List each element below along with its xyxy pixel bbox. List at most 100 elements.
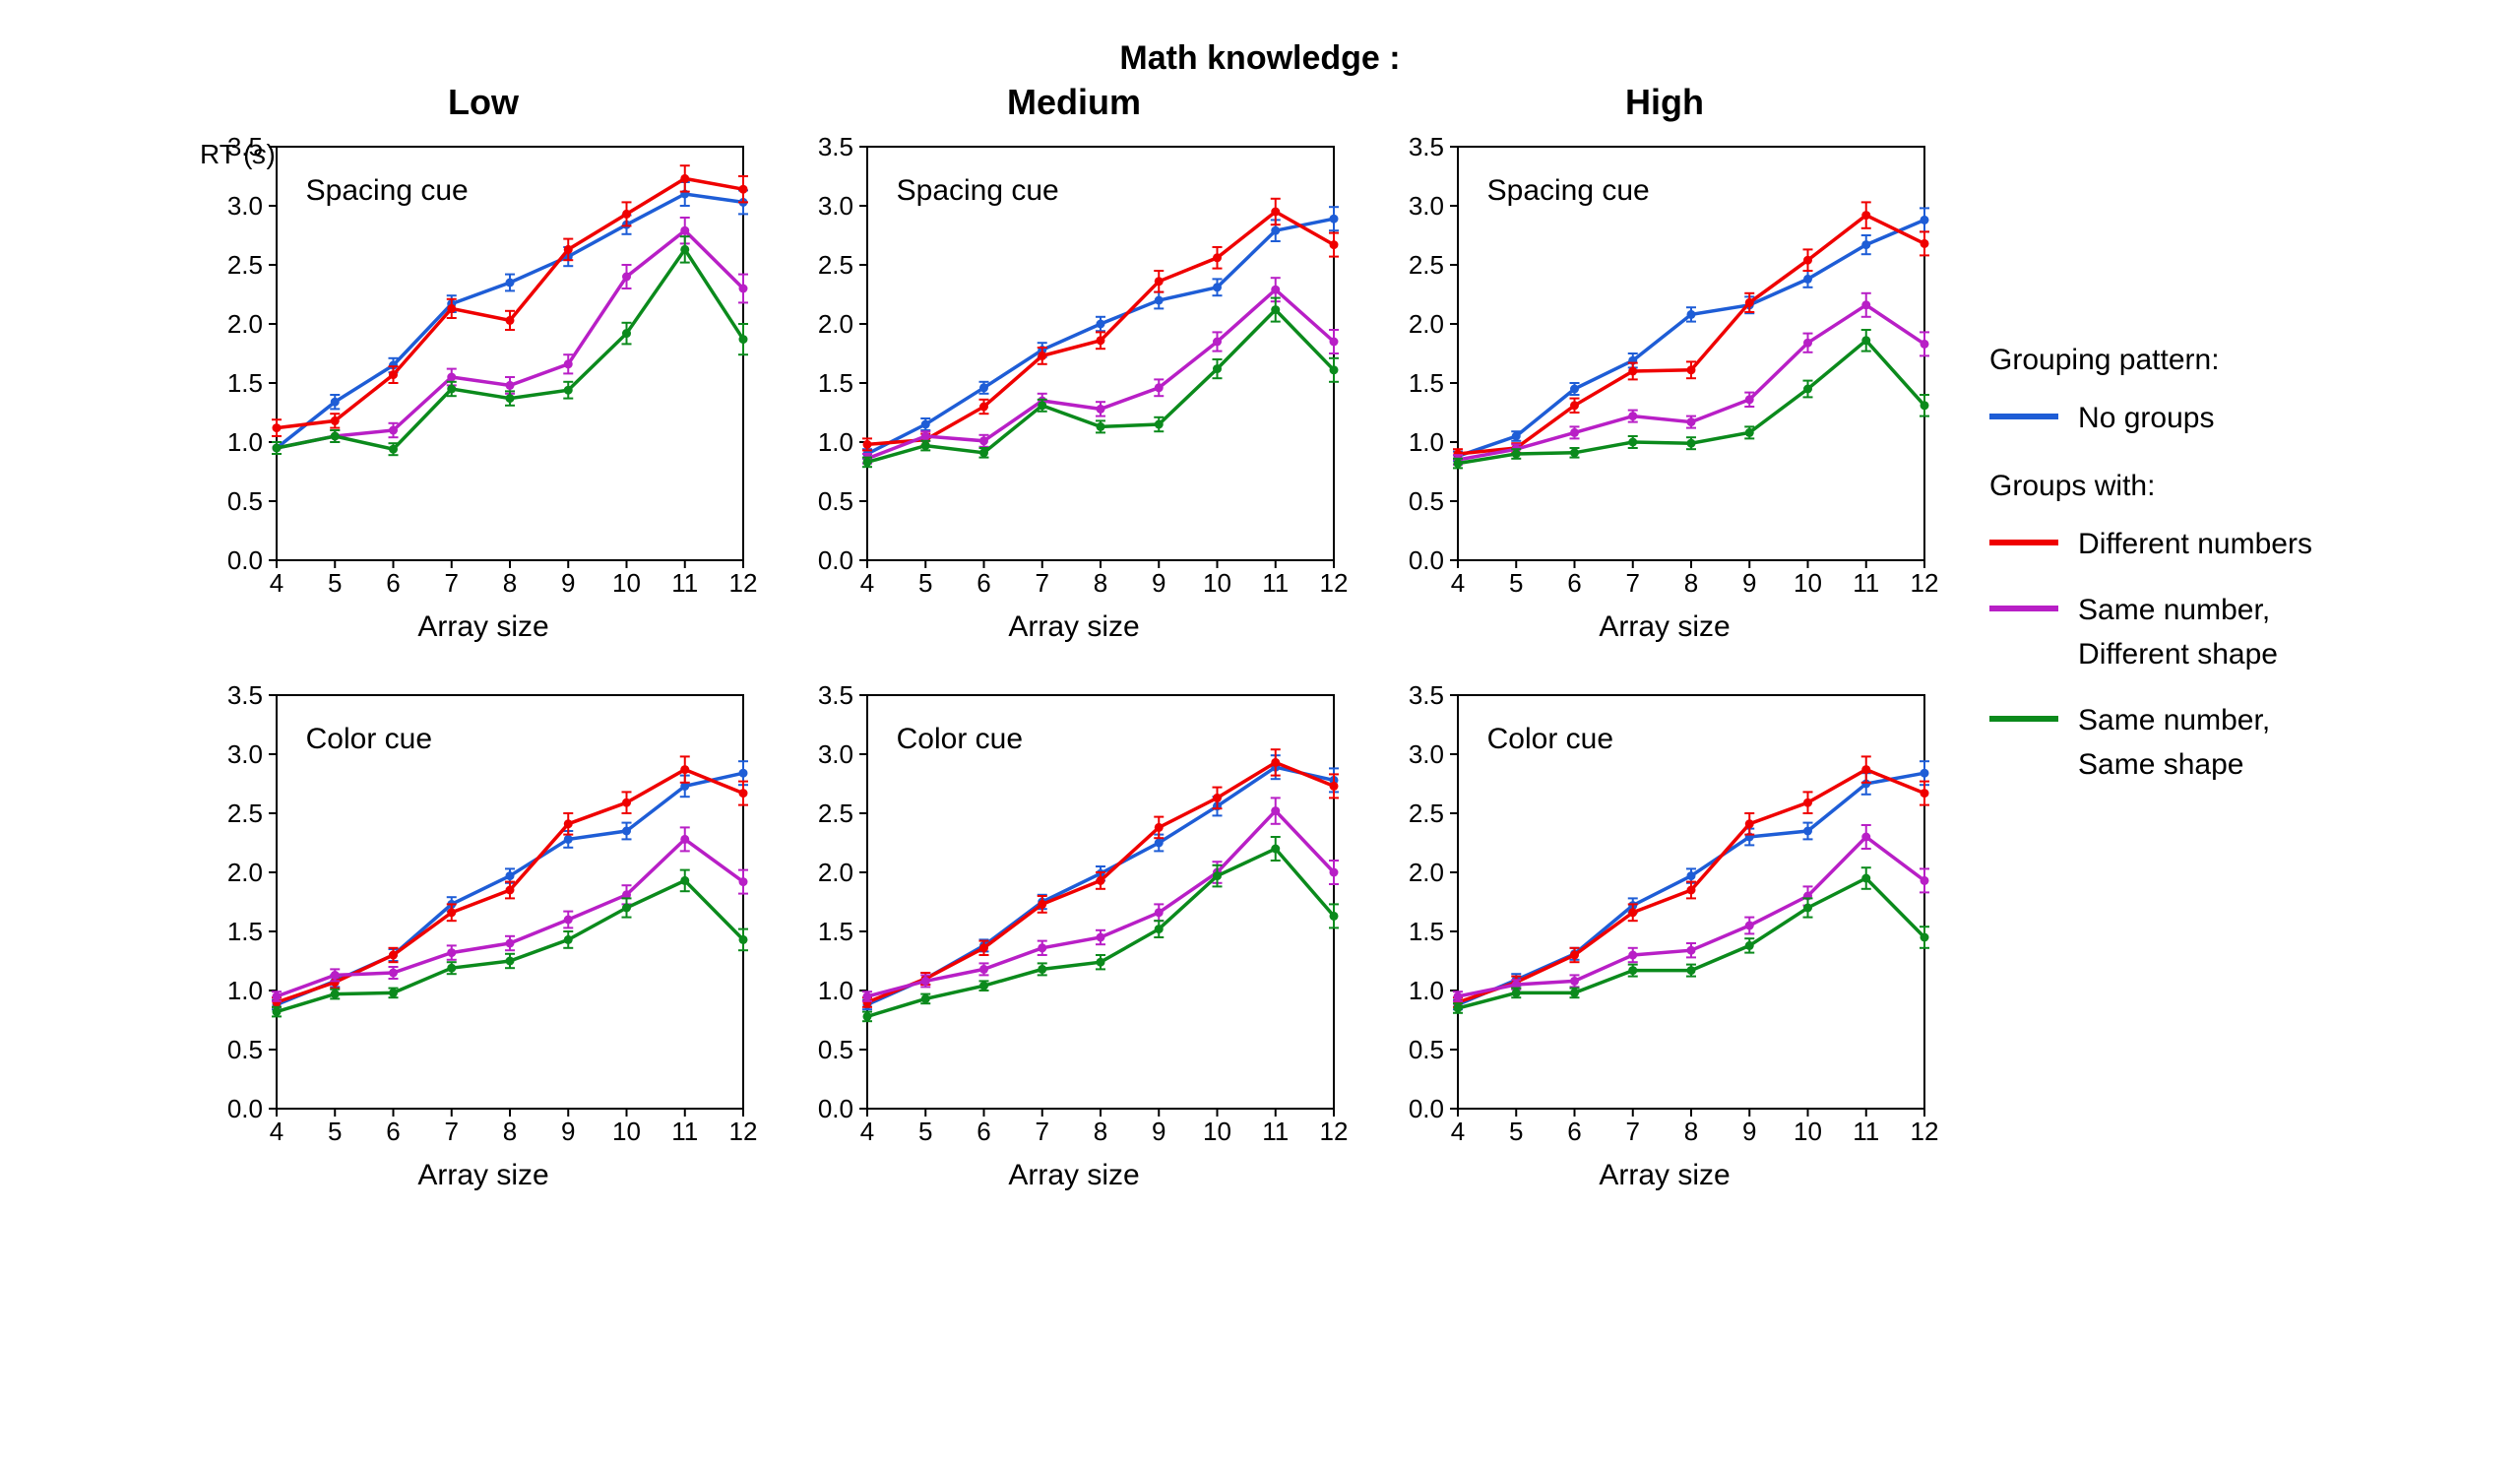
svg-text:9: 9	[561, 1117, 575, 1146]
legend-title: Grouping pattern:	[1989, 338, 2312, 382]
svg-text:0.5: 0.5	[227, 1035, 263, 1064]
svg-text:2.0: 2.0	[818, 858, 853, 887]
svg-text:Color cue: Color cue	[306, 723, 432, 755]
x-axis-label: Array size	[417, 610, 548, 644]
legend-item-different-numbers: Different numbers	[1989, 522, 2312, 566]
svg-text:1.5: 1.5	[227, 368, 263, 398]
svg-text:6: 6	[386, 1117, 400, 1146]
svg-text:0.5: 0.5	[818, 486, 853, 516]
x-axis-label: Array size	[1008, 1159, 1139, 1192]
svg-text:1.5: 1.5	[1409, 368, 1444, 398]
svg-text:11: 11	[671, 1117, 698, 1146]
x-axis-label: Array size	[1008, 610, 1139, 644]
svg-text:1.0: 1.0	[818, 427, 853, 457]
chart-panel: 0.00.51.01.52.02.53.03.5456789101112Spac…	[1389, 131, 1940, 608]
svg-text:0.5: 0.5	[1409, 1035, 1444, 1064]
legend-item-same-num-same-shape: Same number,Same shape	[1989, 698, 2312, 787]
svg-text:7: 7	[445, 1117, 459, 1146]
svg-text:7: 7	[1626, 1117, 1640, 1146]
svg-text:3.5: 3.5	[1409, 680, 1444, 710]
svg-text:4: 4	[1451, 568, 1465, 598]
svg-text:12: 12	[729, 568, 758, 598]
svg-text:1.5: 1.5	[227, 917, 263, 946]
svg-text:1.0: 1.0	[227, 427, 263, 457]
svg-text:9: 9	[1742, 1117, 1756, 1146]
chart-svg: 0.00.51.01.52.02.53.03.5456789101112Spac…	[1389, 131, 1940, 604]
svg-text:8: 8	[1684, 1117, 1698, 1146]
svg-text:11: 11	[1853, 1117, 1879, 1146]
svg-text:9: 9	[1742, 568, 1756, 598]
svg-text:6: 6	[976, 568, 990, 598]
x-axis-label: Array size	[417, 1159, 548, 1192]
column-header: High	[1625, 82, 1704, 123]
svg-text:2.5: 2.5	[227, 250, 263, 280]
svg-text:10: 10	[1794, 1117, 1822, 1146]
column-header: Low	[448, 82, 519, 123]
svg-text:12: 12	[1320, 1117, 1349, 1146]
svg-text:Spacing cue: Spacing cue	[897, 174, 1059, 207]
chart-panel: 0.00.51.01.52.02.53.03.5456789101112Spac…	[208, 131, 759, 608]
chart-svg: 0.00.51.01.52.02.53.03.5456789101112Colo…	[1389, 679, 1940, 1152]
svg-text:0.5: 0.5	[1409, 486, 1444, 516]
svg-text:7: 7	[1036, 1117, 1049, 1146]
svg-text:5: 5	[328, 1117, 342, 1146]
svg-text:3.0: 3.0	[227, 191, 263, 221]
svg-text:7: 7	[445, 568, 459, 598]
svg-text:1.5: 1.5	[818, 917, 853, 946]
svg-text:10: 10	[1203, 568, 1231, 598]
svg-text:10: 10	[612, 1117, 641, 1146]
svg-text:12: 12	[1320, 568, 1349, 598]
svg-text:12: 12	[1911, 1117, 1939, 1146]
svg-text:9: 9	[561, 568, 575, 598]
legend-item-same-num-diff-shape: Same number,Different shape	[1989, 588, 2312, 676]
x-axis-label: Array size	[1599, 610, 1730, 644]
svg-text:2.5: 2.5	[1409, 799, 1444, 828]
svg-text:Color cue: Color cue	[1487, 723, 1613, 755]
svg-text:0.5: 0.5	[818, 1035, 853, 1064]
panels-grid: RT (s) Low0.00.51.01.52.02.53.03.5456789…	[208, 82, 1940, 1192]
legend-text: Same number,Same shape	[2078, 698, 2270, 787]
svg-text:4: 4	[860, 568, 874, 598]
svg-text:2.0: 2.0	[818, 309, 853, 339]
svg-text:3.5: 3.5	[227, 680, 263, 710]
svg-text:1.5: 1.5	[1409, 917, 1444, 946]
svg-text:2.5: 2.5	[818, 250, 853, 280]
svg-text:0.0: 0.0	[818, 545, 853, 575]
svg-text:2.0: 2.0	[1409, 858, 1444, 887]
panel-column: High0.00.51.01.52.02.53.03.5456789101112…	[1389, 82, 1940, 1192]
panel-column: Medium0.00.51.01.52.02.53.03.54567891011…	[798, 82, 1350, 1192]
svg-text:3.5: 3.5	[818, 680, 853, 710]
svg-text:12: 12	[1911, 568, 1939, 598]
svg-text:1.0: 1.0	[1409, 976, 1444, 1005]
svg-text:0.0: 0.0	[227, 1094, 263, 1123]
legend-text: Different numbers	[2078, 522, 2312, 566]
x-axis-label: Array size	[1599, 1159, 1730, 1192]
svg-text:8: 8	[503, 568, 517, 598]
svg-text:0.5: 0.5	[227, 486, 263, 516]
svg-text:0.0: 0.0	[818, 1094, 853, 1123]
svg-text:0.0: 0.0	[1409, 545, 1444, 575]
svg-text:2.0: 2.0	[227, 309, 263, 339]
svg-text:Spacing cue: Spacing cue	[1487, 174, 1650, 207]
svg-text:11: 11	[1853, 568, 1879, 598]
legend-swatch	[1989, 540, 2058, 545]
chart-panel: 0.00.51.01.52.02.53.03.5456789101112Colo…	[798, 679, 1350, 1157]
svg-text:11: 11	[1262, 1117, 1289, 1146]
svg-text:11: 11	[671, 568, 698, 598]
super-title: Math knowledge :	[1119, 39, 1400, 78]
svg-text:3.0: 3.0	[1409, 191, 1444, 221]
svg-text:12: 12	[729, 1117, 758, 1146]
legend-text: No groups	[2078, 396, 2214, 440]
svg-text:8: 8	[1094, 1117, 1107, 1146]
panel-column: Low0.00.51.01.52.02.53.03.5456789101112S…	[208, 82, 759, 1192]
svg-text:10: 10	[1794, 568, 1822, 598]
chart-svg: 0.00.51.01.52.02.53.03.5456789101112Spac…	[208, 131, 759, 604]
svg-text:5: 5	[918, 1117, 932, 1146]
svg-text:Color cue: Color cue	[897, 723, 1023, 755]
svg-text:3.5: 3.5	[227, 132, 263, 161]
svg-text:6: 6	[1567, 568, 1581, 598]
legend-swatch	[1989, 716, 2058, 722]
legend-text: Same number,Different shape	[2078, 588, 2278, 676]
chart-panel: 0.00.51.01.52.02.53.03.5456789101112Spac…	[798, 131, 1350, 608]
svg-text:7: 7	[1626, 568, 1640, 598]
